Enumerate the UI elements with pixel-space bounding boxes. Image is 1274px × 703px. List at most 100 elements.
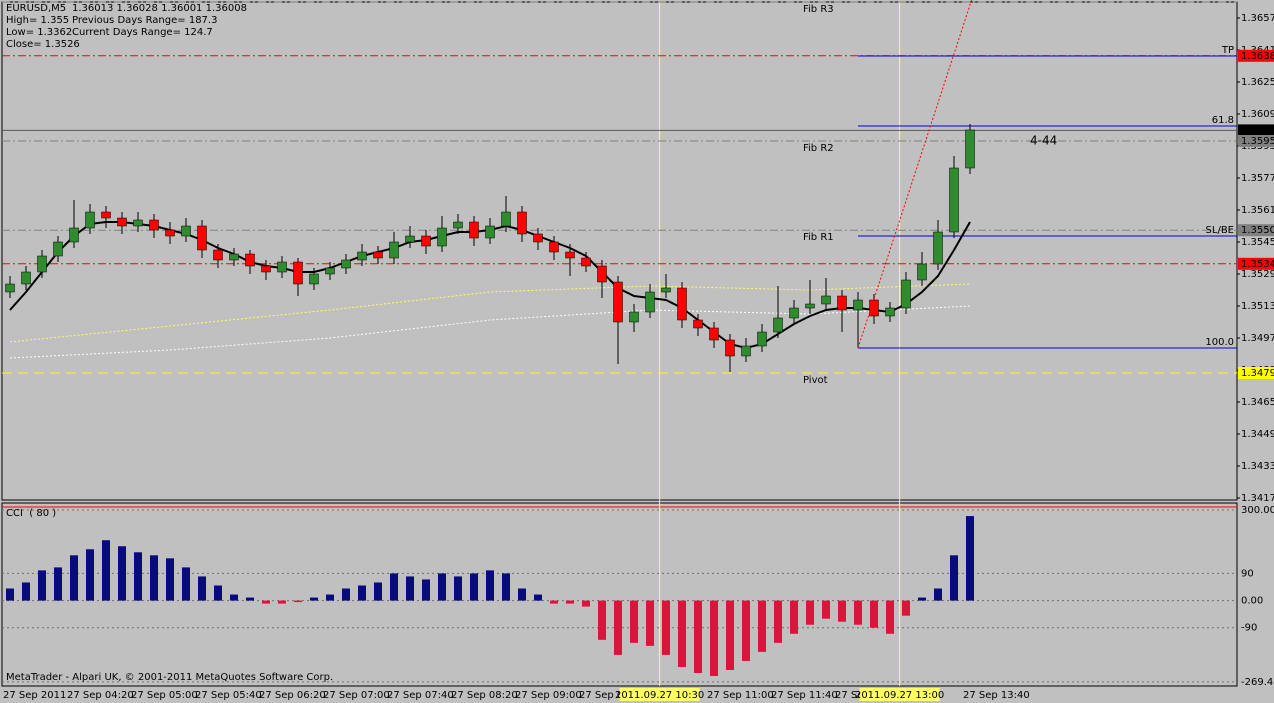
price-tag-label: 1.35955: [1241, 136, 1274, 147]
candle-body: [693, 319, 703, 329]
candle-body: [885, 307, 895, 317]
candle-body: [629, 311, 639, 323]
cci-bar: [438, 573, 446, 601]
candle-body: [165, 229, 175, 237]
indicator-label: CCI ( 80 ): [6, 508, 56, 519]
cci-bar: [326, 594, 334, 601]
cci-bar: [6, 588, 14, 601]
candle-body: [469, 221, 479, 239]
candle-body: [869, 299, 879, 317]
candle-body: [277, 261, 287, 273]
level-label: Fib R1: [803, 232, 834, 243]
time-label: 27 Sep 11:40: [771, 690, 838, 701]
cci-bar: [310, 597, 318, 601]
candle-body: [245, 253, 255, 267]
candle-body: [789, 307, 799, 319]
slow-moving-average: [9, 305, 971, 359]
candle-body: [437, 227, 447, 247]
candle-body: [197, 225, 207, 251]
y-tick-label: 1.34170: [1241, 493, 1274, 504]
cci-bar: [662, 600, 670, 655]
candle-body: [501, 211, 511, 227]
y-tick-label: 1.35610: [1241, 205, 1274, 216]
trendline: [857, 0, 973, 349]
candle-body: [133, 219, 143, 227]
level-label: SL/BE: [1206, 225, 1234, 236]
cci-bar: [630, 600, 638, 643]
cci-bar: [38, 570, 46, 601]
candle-body: [757, 331, 767, 347]
candle-body: [565, 251, 575, 259]
y-tick-label: 0.00: [1241, 596, 1263, 607]
y-tick-label: 90: [1241, 568, 1254, 579]
candle-body: [453, 221, 463, 229]
candle-body: [821, 295, 831, 305]
candle-body: [5, 283, 15, 293]
candle-body: [181, 225, 191, 237]
cci-bar: [646, 600, 654, 646]
level-label: TP: [1221, 45, 1234, 56]
y-tick-label: 1.35290: [1241, 269, 1274, 280]
level-label: Fib R2: [803, 143, 834, 154]
candle-body: [773, 317, 783, 333]
cci-bar: [758, 600, 766, 652]
candle-body: [901, 279, 911, 309]
cci-bar: [54, 567, 62, 601]
cci-bar: [406, 576, 414, 601]
candle-body: [581, 257, 591, 267]
cci-bar: [230, 594, 238, 601]
candle-body: [405, 235, 415, 243]
candle-body: [549, 241, 559, 253]
cci-bar: [118, 546, 126, 601]
candle-body: [597, 265, 607, 283]
y-tick-label: 1.36090: [1241, 109, 1274, 120]
info-text: Previous Days Range= 187.3: [72, 15, 217, 26]
time-label: 27 Sep 11:00: [707, 690, 774, 701]
time-tag: [619, 688, 700, 701]
candle-body: [517, 211, 527, 235]
cci-bar: [134, 552, 142, 601]
cci-bar: [198, 576, 206, 601]
cci-bar: [22, 582, 30, 601]
cci-bar: [550, 600, 558, 604]
candle-body: [53, 241, 63, 257]
cci-bar: [102, 540, 110, 601]
time-label: 27 Sep 13:40: [963, 690, 1030, 701]
time-label: 27 Sep 07:40: [387, 690, 454, 701]
cci-panel: [1, 502, 1238, 687]
cci-bar: [694, 600, 702, 674]
cci-bar: [854, 600, 862, 625]
candle-body: [533, 233, 543, 243]
cci-bar: [214, 585, 222, 601]
cci-bar: [278, 600, 286, 604]
candle-body: [357, 251, 367, 261]
candle-body: [293, 261, 303, 285]
time-label: 27 Sep 09:00: [515, 690, 582, 701]
slow-moving-average: [9, 283, 971, 343]
annotation: 4-44: [1030, 134, 1057, 148]
price-tag: [1238, 135, 1274, 147]
candle-body: [117, 217, 127, 227]
candle-body: [725, 339, 735, 357]
info-text: 1.36013 1.36028 1.36001 1.36008: [72, 3, 247, 14]
y-tick-label: 1.35770: [1241, 173, 1274, 184]
info-text: Close= 1.3526: [6, 39, 80, 50]
time-label: 27 Sep 05:40: [195, 690, 262, 701]
cci-bar: [246, 597, 254, 601]
y-tick-label: 1.34650: [1241, 397, 1274, 408]
candle-body: [229, 253, 239, 261]
info-text: Low= 1.3362: [6, 27, 72, 38]
cci-bar: [966, 516, 974, 601]
candle-body: [917, 263, 927, 281]
cci-bar: [774, 600, 782, 643]
candle-body: [85, 211, 95, 229]
level-label: 61.8: [1212, 115, 1234, 126]
cci-bar: [950, 555, 958, 601]
cci-bar: [342, 588, 350, 601]
cci-bar: [166, 558, 174, 601]
price-tag: [1238, 124, 1274, 137]
candle-body: [341, 259, 351, 269]
candle-body: [69, 227, 79, 243]
cci-bar: [358, 585, 366, 601]
